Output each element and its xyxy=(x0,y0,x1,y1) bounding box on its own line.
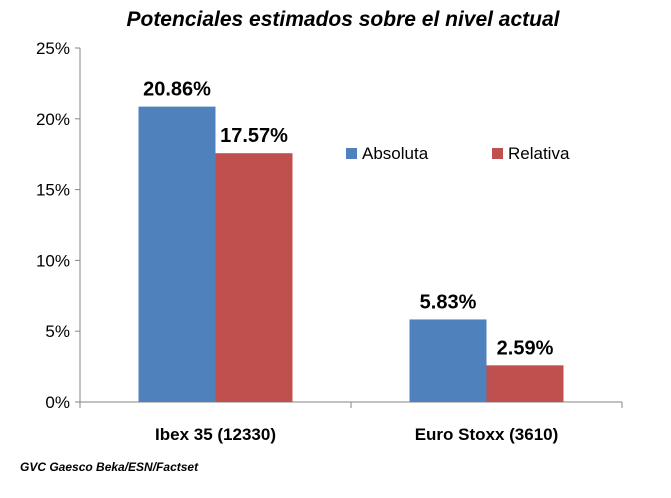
y-tick-label: 10% xyxy=(36,251,70,270)
legend-swatch-absoluta xyxy=(346,148,357,159)
data-label: 5.83% xyxy=(420,291,477,313)
y-tick-label: 5% xyxy=(45,322,70,341)
y-tick-label: 20% xyxy=(36,110,70,129)
y-tick-label: 15% xyxy=(36,181,70,200)
source-note: GVC Gaesco Beka/ESN/Factset xyxy=(20,460,199,474)
bar-absoluta-2 xyxy=(409,319,487,402)
legend-label-absoluta: Absoluta xyxy=(362,144,429,163)
chart-title: Potenciales estimados sobre el nivel act… xyxy=(126,8,560,31)
bar-absoluta-1 xyxy=(138,106,216,402)
y-tick-label: 0% xyxy=(45,393,70,412)
data-labels: 20.86% 17.57% 5.83% 2.59% xyxy=(143,79,553,360)
x-tick-label: Ibex 35 (12330) xyxy=(155,425,276,444)
data-label: 20.86% xyxy=(143,79,211,101)
bar-group xyxy=(138,106,564,402)
x-tick-label: Euro Stoxx (3610) xyxy=(415,425,559,444)
legend-label-relativa: Relativa xyxy=(508,144,570,163)
bar-relativa-1 xyxy=(215,153,293,402)
y-tick-label: 25% xyxy=(36,39,70,58)
y-axis: 0% 5% 10% 15% 20% 25% xyxy=(36,39,81,412)
legend-swatch-relativa xyxy=(492,148,503,159)
bar-relativa-2 xyxy=(486,365,564,402)
data-label: 17.57% xyxy=(220,125,288,147)
x-axis: Ibex 35 (12330) Euro Stoxx (3610) xyxy=(79,401,623,444)
data-label: 2.59% xyxy=(497,337,554,359)
legend: Absoluta Relativa xyxy=(346,144,570,163)
